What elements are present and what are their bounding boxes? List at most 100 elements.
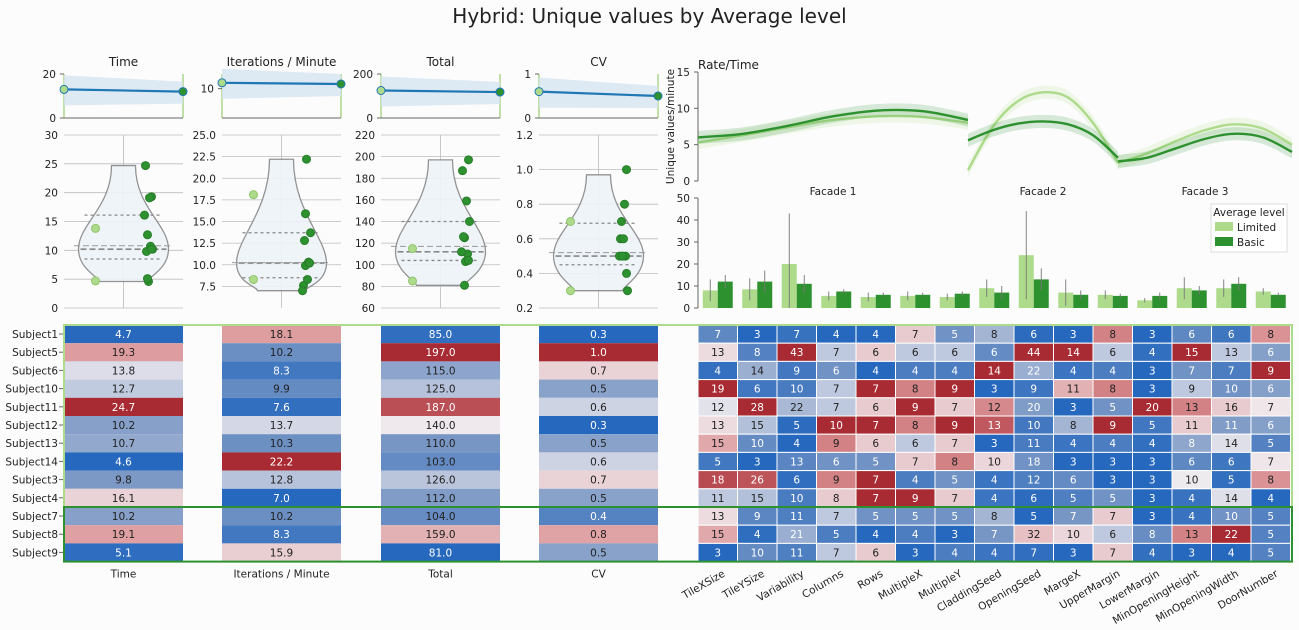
param-cell-value: 7 [872,384,879,396]
param-cell-value: 13 [1225,347,1238,359]
violin-tick-label: 20 [45,188,58,200]
param-cell-value: 16 [1225,402,1239,414]
heatmap-cell-value: 15.9 [270,547,293,559]
heatmap-cell-value: 7.0 [273,493,290,505]
param-cell-value: 4 [833,329,840,341]
violin-point [249,190,258,200]
heatmap-cell-value: 10.7 [112,438,135,450]
heatmap-cell [64,525,183,544]
trend-point-limited [534,87,544,97]
param-cell-value: 7 [872,420,879,432]
heatmap-cell-value: 187.0 [425,402,455,414]
heatmap-cell [381,361,500,380]
param-cell-value: 3 [1070,329,1077,341]
metric-title: Time [108,55,138,69]
param-cell-value: 9 [951,420,958,432]
rate-tick-label: 15 [677,67,690,79]
param-cell-value: 3 [1109,456,1116,468]
violin-body [235,158,328,292]
violin-point [618,251,627,261]
param-cell-value: 11 [1027,438,1040,450]
param-cell-value: 7 [833,347,840,359]
param-cell-value: 7 [951,402,958,414]
param-cell-value: 4 [951,547,958,559]
bar-basic [915,294,931,308]
param-cell-value: 10 [790,384,803,396]
bar-limited [1216,288,1232,308]
param-cell-value: 4 [991,493,998,505]
violin-point [464,255,473,265]
violin-point [306,228,315,238]
legend-title: Average level [1213,207,1284,219]
param-cell-value: 8 [991,329,998,341]
heatmap-cell [222,379,341,398]
violin-point [619,234,628,244]
heatmap-cell-value: 13.7 [270,420,293,432]
rate-curve [1117,123,1293,164]
param-cell-value: 21 [790,529,803,541]
param-cell-value: 10 [1027,420,1040,432]
heatmap-cell-value: 0.5 [590,547,607,559]
violin-point [458,166,467,176]
param-cell-value: 3 [1188,547,1195,559]
heatmap-cell-value: 0.5 [590,438,607,450]
param-cell-value: 5 [1070,493,1077,505]
bar-tick-label: 30 [677,237,690,249]
bar-basic [875,294,891,308]
violin-point [143,274,152,284]
param-cell-value: 4 [872,529,879,541]
bar-basic [1073,294,1089,308]
param-cell-value: 6 [1228,456,1235,468]
param-cell-value: 7 [793,329,800,341]
rate-curve [967,120,1119,159]
heatmap-cell [381,416,500,435]
violin-point [464,155,473,165]
bar-basic [954,293,970,308]
param-cell-value: 5 [1267,529,1274,541]
violin-point [91,223,100,233]
rate-tick-label: 10 [677,103,690,115]
rate-band [1118,127,1292,168]
violin-tick-label: 10 [45,245,58,257]
heatmap-cell-value: 10.3 [270,438,293,450]
param-cell-value: 9 [793,365,800,377]
param-cell-value: 15 [751,420,764,432]
trend-point-basic [495,87,505,97]
violin-tick-label: 25.0 [193,130,216,142]
heatmap-cell [64,488,183,507]
param-cell-value: 20 [1027,402,1040,414]
param-cell-value: 4 [1149,438,1156,450]
param-cell-value: 20 [1146,402,1159,414]
bar-basic [1152,295,1168,308]
param-cell-value: 7 [991,529,998,541]
heatmap-cell-value: 0.3 [590,420,607,432]
param-cell-value: 7 [833,402,840,414]
violin-tick-label: 22.5 [193,152,216,164]
param-cell-value: 4 [1188,493,1195,505]
param-cell-value: 3 [1070,456,1077,468]
heatmap-cell [381,325,500,344]
subject-label: Subject13 [5,438,58,450]
param-cell-value: 3 [754,329,761,341]
violin-point [302,154,311,164]
subject-label: Subject10 [5,384,58,396]
legend-label: Limited [1237,222,1276,234]
param-cell-value: 5 [951,511,958,523]
param-cell-value: 11 [790,511,803,523]
trend-tick-label: 10 [201,84,214,96]
heatmap-cell-value: 0.6 [590,402,607,414]
trend-tick-label: 200 [353,69,373,81]
heatmap-cell-value: 7.6 [273,402,290,414]
param-cell-value: 14 [1225,438,1239,450]
heatmap-cell-value: 8.3 [273,529,290,541]
heatmap-cell [539,488,658,507]
param-cell-value: 14 [1067,347,1081,359]
violin-point [145,193,154,203]
heatmap-cell-value: 19.3 [112,347,135,359]
violin-tick-label: 100 [355,260,375,272]
bar-basic [1033,279,1049,308]
param-cell-value: 6 [991,347,998,359]
param-cell-value: 4 [1070,438,1077,450]
violin-point [143,230,152,240]
heatmap-cell-value: 10.2 [270,347,293,359]
